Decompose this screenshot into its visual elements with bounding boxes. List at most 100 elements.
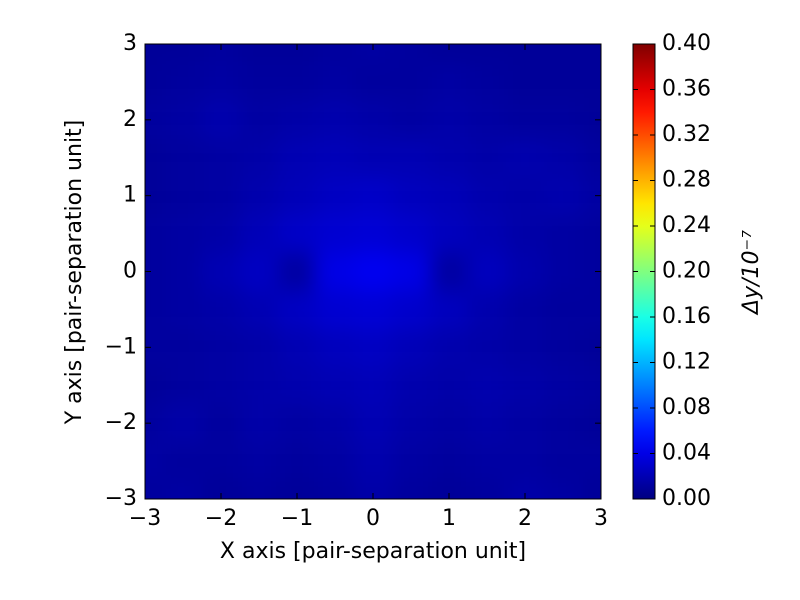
heatmap-cell — [544, 328, 582, 367]
heatmap-cell — [506, 442, 544, 481]
heatmap-cell — [164, 328, 202, 367]
heatmap-cell — [506, 176, 544, 215]
heatmap-cell — [316, 100, 354, 139]
heatmap-cell — [316, 214, 354, 253]
heatmap-cell — [582, 138, 601, 177]
heatmap-cell — [582, 214, 601, 253]
heatmap-cell — [354, 328, 392, 367]
heatmap-cell — [354, 480, 392, 499]
heatmap-cell — [392, 328, 430, 367]
heatmap-cell — [278, 44, 316, 63]
heatmap-cell — [392, 442, 430, 481]
heatmap-cell — [202, 44, 240, 63]
heatmap-cell — [544, 138, 582, 177]
heatmap-cell — [544, 252, 582, 291]
heatmap-cell — [164, 62, 202, 101]
heatmap-cell — [582, 480, 601, 499]
heatmap-cell — [164, 480, 202, 499]
heatmap-cell — [468, 290, 506, 329]
x-tick-label: −3 — [129, 506, 161, 531]
heatmap-cell — [278, 366, 316, 405]
heatmap-cell — [240, 44, 278, 63]
x-tick-label: 3 — [594, 506, 608, 531]
heatmap-cell — [544, 480, 582, 499]
heatmap — [145, 44, 601, 499]
heatmap-cell — [506, 252, 544, 291]
colorbar-tick-label: 0.08 — [662, 395, 711, 420]
heatmap-cell — [544, 44, 582, 63]
heatmap-cell — [468, 176, 506, 215]
heatmap-cell — [468, 442, 506, 481]
heatmap-cell — [240, 480, 278, 499]
colorbar-tick-label: 0.20 — [662, 259, 711, 284]
heatmap-cell — [430, 442, 468, 481]
y-tick-label: 2 — [123, 107, 137, 132]
heatmap-cell — [316, 404, 354, 443]
heatmap-cell — [240, 366, 278, 405]
heatmap-cell — [430, 100, 468, 139]
heatmap-cell — [202, 138, 240, 177]
heatmap-cell — [316, 176, 354, 215]
heatmap-cell — [392, 214, 430, 253]
heatmap-cell — [506, 62, 544, 101]
heatmap-cell — [164, 366, 202, 405]
heatmap-cell — [582, 176, 601, 215]
heatmap-cell — [392, 480, 430, 499]
heatmap-cell — [145, 328, 164, 367]
y-tick-label: −2 — [105, 410, 137, 435]
heatmap-cell — [430, 252, 468, 291]
heatmap-cell — [316, 328, 354, 367]
heatmap-cell — [506, 100, 544, 139]
heatmap-cell — [430, 176, 468, 215]
heatmap-cell — [316, 480, 354, 499]
heatmap-cell — [278, 214, 316, 253]
colorbar-tick-label: 0.28 — [662, 168, 711, 193]
heatmap-cell — [392, 290, 430, 329]
heatmap-cell — [544, 176, 582, 215]
heatmap-cell — [468, 100, 506, 139]
heatmap-cell — [278, 252, 316, 291]
x-tick-label: 0 — [366, 506, 380, 531]
heatmap-cell — [278, 138, 316, 177]
heatmap-cell — [544, 290, 582, 329]
heatmap-cell — [392, 404, 430, 443]
heatmap-cell — [145, 62, 164, 101]
heatmap-cell — [164, 290, 202, 329]
heatmap-cell — [202, 214, 240, 253]
heatmap-cell — [202, 62, 240, 101]
heatmap-cell — [544, 62, 582, 101]
heatmap-cell — [240, 404, 278, 443]
heatmap-cell — [582, 328, 601, 367]
heatmap-cell — [582, 442, 601, 481]
heatmap-cell — [240, 290, 278, 329]
heatmap-cell — [164, 100, 202, 139]
heatmap-cell — [582, 62, 601, 101]
heatmap-cell — [354, 442, 392, 481]
heatmap-cell — [392, 62, 430, 101]
heatmap-cell — [354, 100, 392, 139]
heatmap-cell — [145, 100, 164, 139]
heatmap-cell — [430, 366, 468, 405]
heatmap-cell — [240, 100, 278, 139]
heatmap-cell — [392, 252, 430, 291]
heatmap-cell — [278, 62, 316, 101]
y-tick-label: −1 — [105, 334, 137, 359]
heatmap-cell — [202, 252, 240, 291]
heatmap-cell — [145, 404, 164, 443]
heatmap-cell — [164, 138, 202, 177]
heatmap-cell — [468, 404, 506, 443]
heatmap-cell — [145, 290, 164, 329]
heatmap-cell — [278, 328, 316, 367]
heatmap-cell — [164, 404, 202, 443]
heatmap-cell — [202, 404, 240, 443]
heatmap-cell — [430, 214, 468, 253]
heatmap-cell — [316, 252, 354, 291]
heatmap-cell — [145, 138, 164, 177]
y-tick-label: −3 — [105, 486, 137, 511]
x-tick-label: 2 — [518, 506, 532, 531]
heatmap-cell — [278, 290, 316, 329]
heatmap-cell — [316, 62, 354, 101]
heatmap-cell — [544, 214, 582, 253]
y-tick-label: 3 — [123, 31, 137, 56]
heatmap-cell — [145, 480, 164, 499]
